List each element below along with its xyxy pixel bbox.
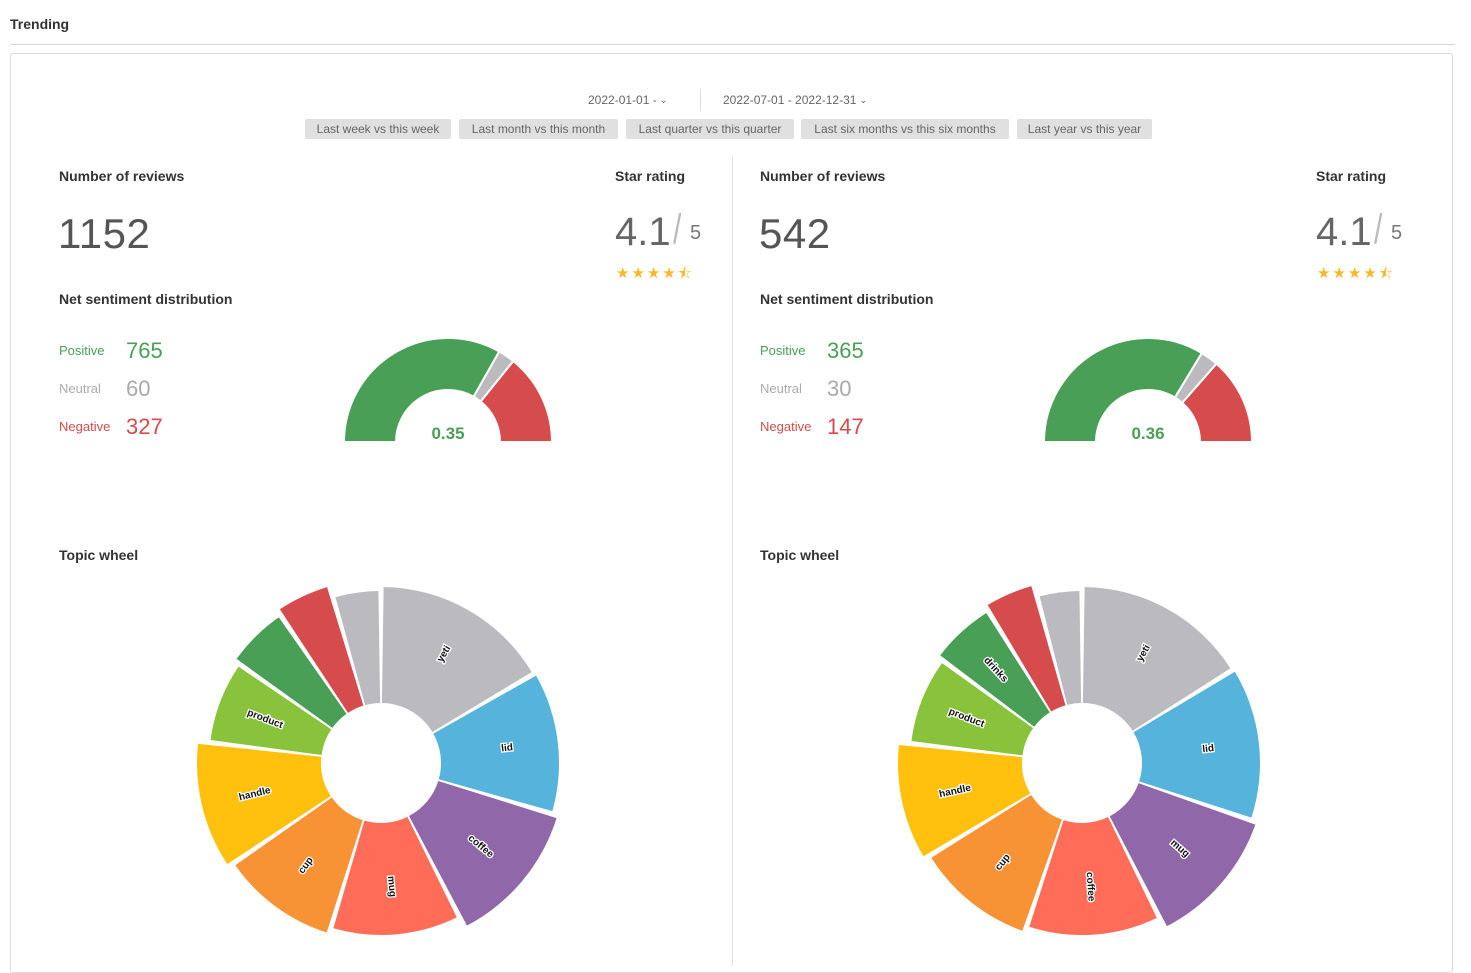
topic-slice-handle[interactable]: handle — [898, 744, 1031, 857]
topic-slice-shape — [235, 797, 363, 933]
gauge-positive-segment — [342, 337, 501, 443]
gauge-positive-segment — [1042, 337, 1204, 443]
rating-slash: / — [1374, 207, 1383, 254]
preset-month-button[interactable]: Last month vs this month — [459, 119, 618, 139]
positive-count: 365 — [827, 338, 864, 363]
topic-slice-cup[interactable]: cup — [235, 797, 363, 933]
date-range-left-value: 2022-01-01 - — [588, 93, 657, 107]
topic-slice-shape — [931, 794, 1062, 931]
sentiment-heading: Net sentiment distribution — [59, 291, 233, 307]
topic-wheel-heading: Topic wheel — [760, 547, 840, 563]
topic-slice-yeti[interactable]: yeti — [1082, 587, 1231, 731]
topic-slice-drinks[interactable]: drinks — [940, 612, 1050, 727]
topic-slice-handle[interactable]: handle — [196, 743, 331, 865]
date-range-right-value: 2022-07-01 - 2022-12-31 — [723, 93, 857, 107]
date-range-right-select[interactable]: 2022-07-01 - 2022-12-31 ⌄ — [723, 93, 867, 107]
gauge-negative-segment — [1180, 362, 1254, 443]
topic-slice-shape — [210, 666, 332, 755]
star-rating-heading: Star rating — [615, 168, 686, 184]
topic-label: coffee — [1084, 872, 1097, 903]
topic-label: lid — [501, 742, 514, 754]
topic-slice-product[interactable]: product — [911, 663, 1034, 756]
topic-slice-shape — [1109, 783, 1256, 927]
neutral-count: 30 — [827, 376, 852, 401]
topic-slice-shape — [433, 675, 559, 812]
date-divider — [700, 89, 701, 111]
star-rating-icons: ★★★★⯪ — [616, 265, 694, 282]
topic-slice-shape — [987, 586, 1066, 712]
topic-slice-mug[interactable]: mug — [333, 816, 457, 935]
sentiment-heading: Net sentiment distribution — [760, 291, 934, 307]
topic-slice-cup[interactable]: cup — [931, 794, 1062, 931]
topic-slice-shape — [236, 617, 347, 728]
sentiment-gauge-chart: 0.35 — [342, 337, 554, 443]
net-sentiment-score: 0.36 — [1131, 424, 1164, 443]
neutral-count: 60 — [126, 376, 151, 401]
sentiment-gauge-chart: 0.36 — [1042, 337, 1254, 443]
positive-label: Positive — [59, 343, 105, 358]
topic-slice-shape — [1082, 587, 1231, 731]
topic-slice-yeti[interactable]: yeti — [381, 587, 532, 733]
rating-value: 4.1 — [1316, 210, 1372, 254]
topic-slice-shape — [1029, 817, 1157, 935]
positive-label: Positive — [760, 343, 806, 358]
negative-label: Negative — [59, 419, 111, 434]
chevron-down-icon: ⌄ — [659, 95, 668, 105]
negative-label: Negative — [760, 419, 812, 434]
title-divider — [10, 44, 1455, 45]
star-rating-heading: Star rating — [1316, 168, 1387, 184]
net-sentiment-score: 0.35 — [431, 424, 464, 443]
topic-slice-shape — [279, 587, 364, 713]
topic-slice[interactable] — [236, 617, 347, 728]
topic-slice-lid[interactable]: lid — [433, 675, 559, 812]
date-range-left-select[interactable]: 2022-01-01 - ⌄ — [588, 93, 667, 107]
topic-slice-coffee[interactable]: coffee — [409, 780, 557, 926]
preset-week-button[interactable]: Last week vs this week — [305, 119, 451, 139]
rating-max: 5 — [1391, 222, 1403, 244]
preset-six-months-button[interactable]: Last six months vs this six months — [801, 119, 1009, 139]
topic-slice-shape — [409, 780, 557, 926]
reviews-count: 542 — [759, 210, 831, 257]
rating-value: 4.1 — [615, 210, 671, 254]
topic-wheel-heading: Topic wheel — [59, 547, 139, 563]
chevron-down-icon: ⌄ — [859, 95, 867, 105]
rating-slash: / — [673, 207, 682, 254]
topic-slice-shape — [911, 663, 1034, 756]
topic-slice-shape — [335, 591, 381, 706]
topic-slice-coffee[interactable]: coffee — [1029, 817, 1157, 935]
page-title: Trending — [10, 16, 70, 32]
topic-slice-product[interactable]: product — [210, 666, 332, 755]
topic-slice-lid[interactable]: lid — [1133, 671, 1260, 818]
topic-slice-shape — [1039, 591, 1082, 705]
reviews-heading: Number of reviews — [760, 168, 886, 184]
topic-label: lid — [1202, 743, 1215, 755]
topic-slice[interactable] — [1039, 591, 1082, 705]
topic-slice-shape — [333, 816, 457, 935]
negative-count: 147 — [827, 414, 864, 439]
preset-quarter-button[interactable]: Last quarter vs this quarter — [626, 119, 794, 139]
star-rating-icons: ★★★★⯪ — [1317, 265, 1395, 282]
topic-slice[interactable] — [987, 586, 1066, 712]
topic-slice-mug[interactable]: mug — [1109, 783, 1256, 927]
negative-count: 327 — [126, 414, 163, 439]
topic-slice-shape — [898, 744, 1031, 857]
topic-slice-shape — [940, 612, 1050, 727]
gauge-negative-segment — [479, 359, 554, 443]
topic-label: mug — [385, 876, 398, 898]
topic-slice-shape — [196, 743, 331, 865]
preset-year-button[interactable]: Last year vs this year — [1017, 119, 1152, 139]
neutral-label: Neutral — [59, 381, 101, 396]
topic-slice[interactable] — [279, 587, 364, 713]
topic-slice-shape — [1133, 671, 1260, 818]
rating-max: 5 — [690, 222, 702, 244]
reviews-heading: Number of reviews — [59, 168, 185, 184]
column-divider — [732, 156, 733, 966]
positive-count: 765 — [126, 338, 163, 363]
topic-slice[interactable] — [335, 591, 381, 706]
reviews-count: 1152 — [58, 210, 151, 257]
topic-slice-shape — [381, 587, 532, 733]
neutral-label: Neutral — [760, 381, 802, 396]
